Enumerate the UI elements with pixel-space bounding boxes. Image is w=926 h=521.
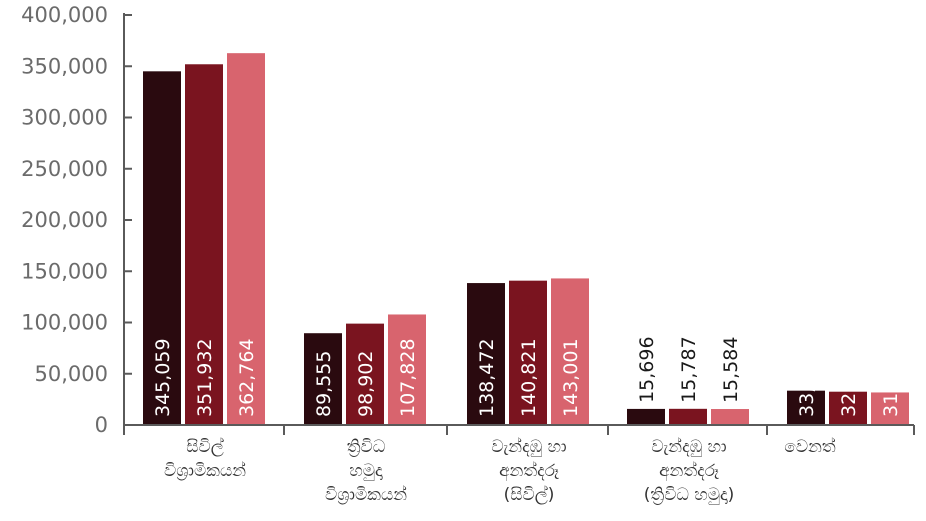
x-category-label-line: වැන්දඹු හා bbox=[491, 437, 566, 457]
data-label: 140,821 bbox=[518, 338, 540, 417]
bar bbox=[467, 283, 505, 425]
x-category-label-line: වැන්දඹු හා bbox=[651, 437, 726, 457]
bar bbox=[227, 53, 265, 425]
data-label: 32,493 bbox=[838, 351, 860, 417]
bar bbox=[388, 314, 426, 425]
data-label: 31,757 bbox=[880, 351, 902, 417]
x-category-label-line: අනත්දරූ bbox=[499, 461, 560, 482]
data-label: 138,472 bbox=[476, 338, 498, 417]
y-tick-label: 350,000 bbox=[21, 54, 108, 78]
data-labels: 345,059 89,555 138,472 15,696 33,493 351,932 9… bbox=[152, 336, 902, 417]
bar bbox=[829, 391, 867, 425]
bar bbox=[185, 64, 223, 425]
bar bbox=[711, 409, 749, 425]
data-label: 98,902 bbox=[355, 351, 377, 417]
y-tick-label: 400,000 bbox=[21, 3, 108, 27]
x-axis-category-labels: සිවිල් විශ්‍රාමිකයන් ත්‍රිවිධ හමුදා විශ්‍රාම… bbox=[164, 437, 836, 505]
bar bbox=[669, 408, 707, 425]
y-tick-label: 50,000 bbox=[35, 362, 108, 386]
x-category-label-line: විශ්‍රාමිකයන් bbox=[164, 461, 246, 481]
data-label: 89,555 bbox=[313, 351, 335, 417]
x-category-label-line: (සිවිල්) bbox=[504, 485, 555, 505]
bar bbox=[304, 333, 342, 425]
bar bbox=[627, 408, 665, 425]
y-tick-label: 100,000 bbox=[21, 311, 108, 335]
data-label: 33,493 bbox=[796, 351, 818, 417]
x-category-label: ත්‍රිවිධ හමුදා විශ්‍රාමිකයන් bbox=[325, 437, 407, 505]
y-tick-label: 300,000 bbox=[21, 106, 108, 130]
x-category-label-line: (ත්‍රිවිධ හමුදා) bbox=[644, 485, 734, 505]
data-label: 15,787 bbox=[678, 336, 700, 402]
x-category-label: වෙනත් bbox=[784, 437, 836, 457]
data-label: 362,764 bbox=[236, 338, 258, 417]
bar bbox=[787, 390, 825, 425]
y-tick-label: 0 bbox=[95, 413, 108, 437]
x-category-label-line: හමුදා bbox=[349, 461, 383, 481]
bar bbox=[143, 71, 181, 426]
data-label: 107,828 bbox=[397, 338, 419, 417]
data-label: 143,001 bbox=[560, 338, 582, 417]
x-category-label-line: අනත්දරූ bbox=[659, 461, 720, 482]
x-category-label-line: වෙනත් bbox=[784, 437, 836, 457]
bar bbox=[346, 323, 384, 425]
data-label: 15,696 bbox=[636, 336, 658, 402]
data-label: 351,932 bbox=[194, 338, 216, 417]
y-tick-label: 200,000 bbox=[21, 208, 108, 232]
data-label: 345,059 bbox=[152, 338, 174, 417]
bars bbox=[143, 53, 909, 426]
bar bbox=[509, 280, 547, 425]
y-axis-ticks: 0 50,000 100,000 150,000 200,000 250,000 300,0… bbox=[21, 3, 915, 437]
x-category-label-line: ත්‍රිවිධ bbox=[347, 437, 386, 457]
x-category-label: වැන්දඹු හා අනත්දරූ (සිවිල්) bbox=[491, 437, 566, 505]
x-category-label-line: සිවිල් bbox=[186, 437, 223, 457]
y-tick-label: 150,000 bbox=[21, 259, 108, 283]
bar bbox=[871, 392, 909, 425]
bar bbox=[551, 278, 589, 425]
x-category-label-line: විශ්‍රාමිකයන් bbox=[325, 485, 407, 505]
x-category-label: සිවිල් විශ්‍රාමිකයන් bbox=[164, 437, 246, 481]
data-label: 15,584 bbox=[720, 337, 742, 403]
y-tick-label: 250,000 bbox=[21, 157, 108, 181]
x-category-label: වැන්දඹු හා අනත්දරූ (ත්‍රිවිධ හමුදා) bbox=[644, 437, 734, 505]
